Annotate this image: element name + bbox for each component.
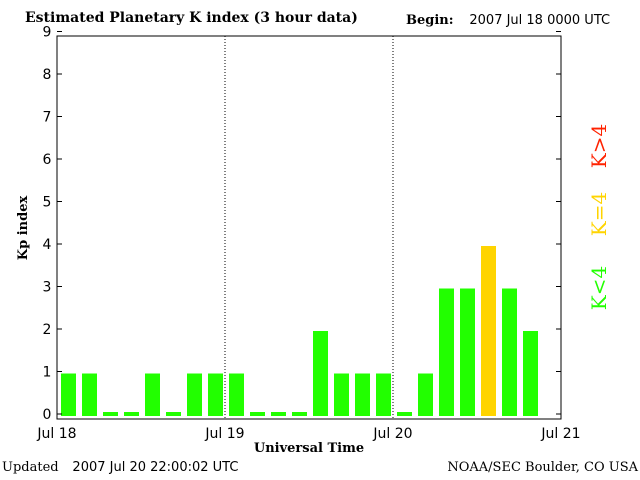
- y-tick-label: 2: [43, 322, 52, 338]
- kp-bars: [61, 246, 538, 416]
- credit-text: NOAA/SEC Boulder, CO USA: [447, 460, 638, 475]
- kp-bar: [397, 412, 412, 416]
- chart-title: Estimated Planetary K index (3 hour data…: [25, 10, 358, 26]
- plot-frame: [56, 35, 562, 420]
- kp-bar: [313, 331, 328, 416]
- y-tick-label: 7: [43, 110, 52, 126]
- begin-label: Begin:: [406, 13, 454, 28]
- kp-bar: [439, 288, 454, 416]
- kp-bar: [271, 412, 286, 416]
- x-tick-label: Jul 19: [204, 426, 244, 442]
- x-axis-ticks: Jul 18 Jul 19 Jul 20 Jul 21: [36, 426, 580, 442]
- y-tick-label: 6: [43, 152, 52, 168]
- kp-bar: [376, 373, 391, 416]
- legend-label: K<4: [587, 266, 611, 310]
- legend-label: K=4: [587, 192, 611, 236]
- y-tick-label: 1: [43, 365, 52, 381]
- kp-bar: [82, 373, 97, 416]
- y-tick-label: 9: [43, 25, 52, 41]
- kp-color-legend: K<4 K=4 K>4: [587, 124, 611, 310]
- kp-bar: [166, 412, 181, 416]
- x-axis-label: Universal Time: [254, 441, 364, 456]
- kp-bar: [145, 373, 160, 416]
- x-tick-label: Jul 20: [372, 426, 412, 442]
- kp-bar: [208, 373, 223, 416]
- kp-bar: [523, 331, 538, 416]
- kp-bar: [481, 246, 496, 416]
- kp-bar: [334, 373, 349, 416]
- y-axis-label: Kp index: [16, 196, 31, 261]
- kp-bar: [61, 373, 76, 416]
- x-tick-label: Jul 18: [36, 426, 76, 442]
- kp-bar: [229, 373, 244, 416]
- kp-bar: [103, 412, 118, 416]
- kp-bar: [250, 412, 265, 416]
- kp-bar: [460, 288, 475, 416]
- y-tick-label: 0: [43, 407, 52, 423]
- begin-time: Begin: 2007 Jul 18 0000 UTC: [406, 13, 610, 28]
- updated-value: 2007 Jul 20 22:00:02 UTC: [72, 460, 239, 475]
- updated-timestamp: Updated 2007 Jul 20 22:00:02 UTC: [2, 460, 238, 475]
- legend-label: K>4: [587, 124, 611, 168]
- kp-bar: [292, 412, 307, 416]
- kp-bar: [187, 373, 202, 416]
- kp-bar: [418, 373, 433, 416]
- y-axis-ticks: 0 1 2 3 4 5 6 7 8 9: [43, 25, 561, 423]
- x-tick-label: Jul 21: [540, 426, 580, 442]
- begin-value: 2007 Jul 18 0000 UTC: [469, 13, 611, 28]
- y-tick-label: 5: [43, 195, 52, 211]
- y-tick-label: 4: [43, 237, 52, 253]
- kp-bar: [355, 373, 370, 416]
- day-separator-lines: [224, 36, 394, 419]
- kp-bar: [124, 412, 139, 416]
- y-tick-label: 8: [43, 67, 52, 83]
- kp-bar: [502, 288, 517, 416]
- y-tick-label: 3: [43, 280, 52, 296]
- updated-label: Updated: [2, 460, 59, 475]
